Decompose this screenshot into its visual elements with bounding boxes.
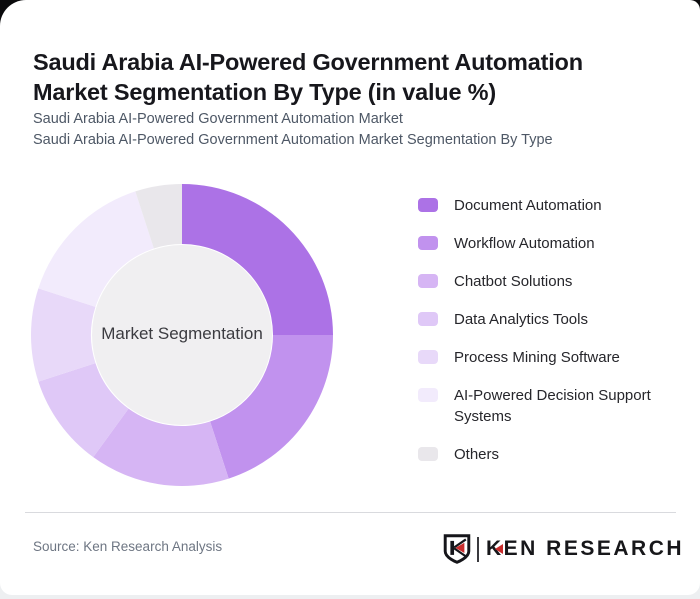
legend-item-ai-decision-support: AI-Powered Decision Support Systems xyxy=(418,385,678,427)
legend-swatch xyxy=(418,350,438,364)
footer-divider xyxy=(25,512,676,513)
legend-item-process-mining-software: Process Mining Software xyxy=(418,347,678,368)
legend-swatch xyxy=(418,388,438,402)
donut-chart-svg xyxy=(31,184,333,486)
donut-segment xyxy=(210,335,333,479)
donut-center-label: Market Segmentation xyxy=(101,324,263,343)
legend-swatch xyxy=(418,198,438,212)
source-note: Source: Ken Research Analysis xyxy=(33,539,223,554)
legend-label: Data Analytics Tools xyxy=(454,311,588,328)
donut-segment xyxy=(38,363,129,458)
donut-segment xyxy=(38,191,154,307)
ken-research-logo: KEN RESEARCH xyxy=(443,533,684,565)
legend-swatch xyxy=(418,312,438,326)
logo-separator xyxy=(477,536,479,562)
legend-item-others: Others xyxy=(418,444,678,465)
legend-item-workflow-automation: Workflow Automation xyxy=(418,233,678,254)
legend-swatch xyxy=(418,274,438,288)
ken-research-badge-icon xyxy=(443,534,471,564)
donut-inner-circle xyxy=(92,245,272,425)
legend-item-chatbot-solutions: Chatbot Solutions xyxy=(418,271,678,292)
logo-red-triangle-icon xyxy=(495,544,503,554)
donut-segment xyxy=(93,408,229,486)
donut-segment xyxy=(135,184,182,249)
legend-label: Others xyxy=(454,446,500,463)
donut-chart: Market Segmentation xyxy=(30,183,334,487)
donut-segment xyxy=(182,184,333,335)
chart-legend: Document Automation Workflow Automation … xyxy=(418,195,678,482)
subtitle-line-2: Saudi Arabia AI-Powered Government Autom… xyxy=(33,132,553,148)
subtitle-line-1: Saudi Arabia AI-Powered Government Autom… xyxy=(33,111,403,127)
legend-item-document-automation: Document Automation xyxy=(418,195,678,216)
legend-swatch xyxy=(418,236,438,250)
logo-brand-text: KEN RESEARCH xyxy=(486,533,684,565)
donut-segment xyxy=(31,288,96,382)
legend-label: Process Mining Software xyxy=(454,349,620,366)
legend-label: Document Automation xyxy=(454,197,602,214)
legend-label: Chatbot Solutions xyxy=(454,273,573,290)
legend-item-data-analytics-tools: Data Analytics Tools xyxy=(418,309,678,330)
legend-label: AI-Powered Decision Support Systems xyxy=(454,387,651,425)
legend-label: Workflow Automation xyxy=(454,235,595,252)
page-title: Saudi Arabia AI-Powered Government Autom… xyxy=(33,48,583,105)
legend-swatch xyxy=(418,447,438,461)
logo-brand-label: KEN RESEARCH xyxy=(486,537,685,560)
